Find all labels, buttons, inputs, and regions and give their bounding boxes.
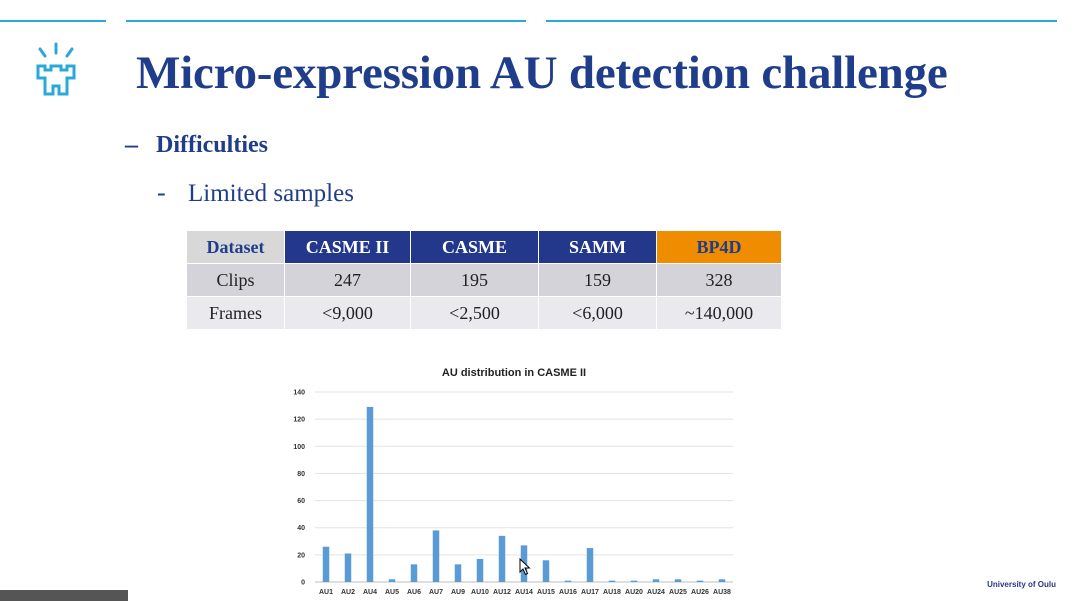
table-cell: 247 bbox=[284, 263, 411, 297]
x-tick-label: AU18 bbox=[603, 589, 621, 596]
bar-au16 bbox=[564, 580, 572, 582]
x-tick-label: AU20 bbox=[625, 589, 643, 596]
x-tick-label: AU7 bbox=[429, 589, 443, 596]
bullet-dash: – bbox=[125, 130, 138, 159]
x-tick-label: AU14 bbox=[515, 589, 533, 596]
table-cell: 328 bbox=[656, 263, 782, 297]
x-tick-label: AU9 bbox=[451, 589, 465, 596]
table-row-clips: Clips 247 195 159 328 bbox=[186, 263, 782, 297]
x-tick-label: AU5 bbox=[385, 589, 399, 596]
y-tick-label: 20 bbox=[297, 552, 305, 559]
y-tick-label: 80 bbox=[297, 471, 305, 478]
university-tower-logo-icon bbox=[36, 42, 76, 96]
x-tick-label: AU4 bbox=[363, 589, 377, 596]
x-tick-label: AU38 bbox=[713, 589, 731, 596]
top-rule-left bbox=[0, 20, 106, 22]
y-tick-label: 120 bbox=[293, 417, 305, 424]
sub-bullet-dash: - bbox=[157, 178, 166, 207]
bar-au20 bbox=[630, 580, 638, 582]
header-bp4d: BP4D bbox=[656, 230, 782, 264]
table-cell: 159 bbox=[538, 263, 657, 297]
bar-au10 bbox=[476, 558, 484, 582]
bar-au2 bbox=[344, 553, 352, 582]
x-tick-label: AU10 bbox=[471, 589, 489, 596]
header-samm: SAMM bbox=[538, 230, 657, 264]
au-distribution-chart: AU distribution in CASME II 0 20 40 60 80 100… bbox=[293, 367, 733, 596]
x-tick-label: AU26 bbox=[691, 589, 709, 596]
x-tick-label: AU16 bbox=[559, 589, 577, 596]
x-tick-label: AU12 bbox=[493, 589, 511, 596]
taskbar-fragment bbox=[0, 590, 128, 601]
bar-au15 bbox=[542, 560, 550, 582]
sub-bullet-limited-samples: Limited samples bbox=[188, 180, 354, 207]
bar-au38 bbox=[718, 579, 726, 582]
table-cell: ~140,000 bbox=[656, 296, 782, 330]
x-tick-label: AU25 bbox=[669, 589, 687, 596]
table-cell: <9,000 bbox=[284, 296, 411, 330]
y-tick-label: 140 bbox=[293, 390, 305, 397]
bar-au17 bbox=[586, 548, 594, 582]
bar-au26 bbox=[696, 580, 704, 582]
y-tick-label: 60 bbox=[297, 498, 305, 505]
table-header-row: Dataset CASME II CASME SAMM BP4D bbox=[186, 230, 782, 264]
y-tick-label: 100 bbox=[293, 444, 305, 451]
footer-university: University of Oulu bbox=[987, 580, 1056, 589]
chart-title: AU distribution in CASME II bbox=[442, 367, 586, 379]
bar-au4 bbox=[366, 406, 374, 582]
bar-au9 bbox=[454, 564, 462, 582]
header-dataset: Dataset bbox=[186, 230, 285, 264]
x-tick-label: AU1 bbox=[319, 589, 333, 596]
bar-au25 bbox=[674, 579, 682, 582]
dataset-table: Dataset CASME II CASME SAMM BP4D Clips 2… bbox=[186, 230, 782, 330]
bar-au12 bbox=[498, 535, 506, 582]
bar-au6 bbox=[410, 564, 418, 582]
row-label: Frames bbox=[186, 296, 285, 330]
row-label: Clips bbox=[186, 263, 285, 297]
x-tick-label: AU6 bbox=[407, 589, 421, 596]
bullet-difficulties: Difficulties bbox=[156, 132, 268, 158]
top-rule-right bbox=[546, 20, 1057, 22]
x-tick-label: AU24 bbox=[647, 589, 665, 596]
bar-au5 bbox=[388, 579, 396, 582]
bar-au24 bbox=[652, 579, 660, 582]
mouse-cursor-icon bbox=[519, 558, 531, 576]
chart-x-axis: AU1 AU2 AU4 AU5 AU6 AU7 AU9 AU10 AU12 AU14 AU15 AU1… bbox=[319, 589, 731, 596]
chart-bars bbox=[322, 406, 726, 582]
bar-au7 bbox=[432, 530, 440, 582]
slide-title: Micro-expression AU detection challenge bbox=[136, 47, 948, 99]
x-tick-label: AU17 bbox=[581, 589, 599, 596]
top-rule-middle bbox=[126, 20, 526, 22]
table-cell: <6,000 bbox=[538, 296, 657, 330]
x-tick-label: AU2 bbox=[341, 589, 355, 596]
bar-au18 bbox=[608, 580, 616, 582]
header-casme-ii: CASME II bbox=[284, 230, 411, 264]
table-cell: <2,500 bbox=[410, 296, 539, 330]
x-tick-label: AU15 bbox=[537, 589, 555, 596]
y-tick-label: 0 bbox=[301, 580, 305, 587]
header-casme: CASME bbox=[410, 230, 539, 264]
table-row-frames: Frames <9,000 <2,500 <6,000 ~140,000 bbox=[186, 296, 782, 330]
y-tick-label: 40 bbox=[297, 525, 305, 532]
chart-y-axis: 0 20 40 60 80 100 120 140 bbox=[293, 390, 305, 587]
table-cell: 195 bbox=[410, 263, 539, 297]
bar-au1 bbox=[322, 546, 330, 582]
